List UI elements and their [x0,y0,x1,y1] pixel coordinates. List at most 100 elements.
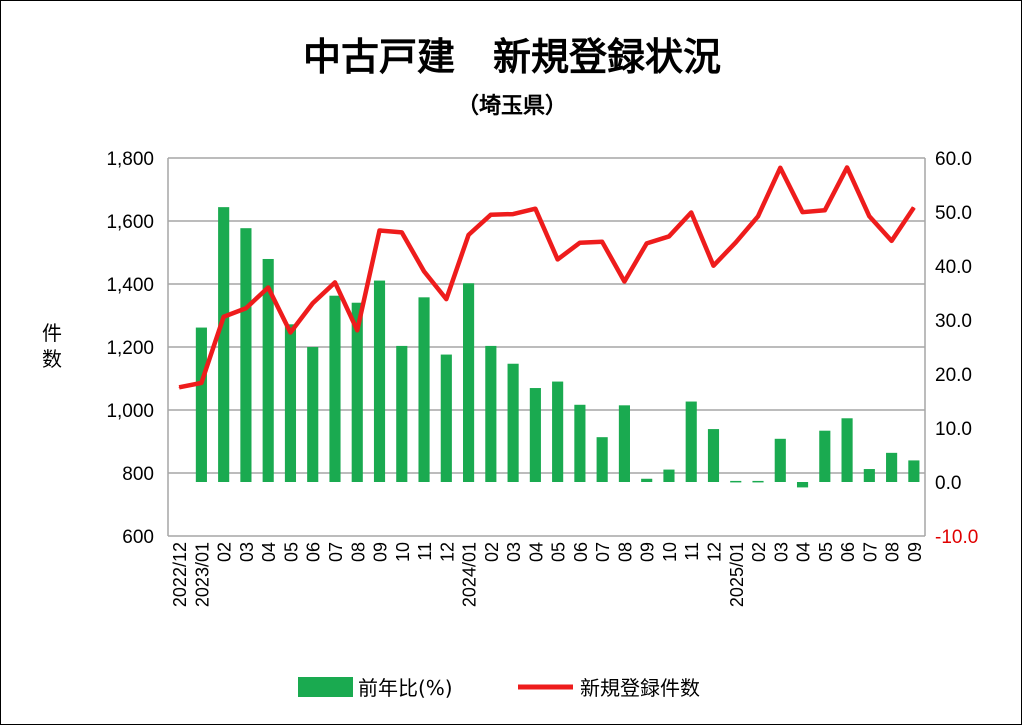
chart-title: 中古戸建 新規登録状況 [303,35,721,79]
bar [774,438,786,482]
legend: 前年比(%) 新規登録件数 [298,676,700,700]
line-point [423,270,425,272]
left-tick-label: 600 [122,527,154,548]
y-axis-label-char: 件 [42,321,62,345]
x-tick-label: 10 [660,542,680,562]
right-tick-label: 0.0 [935,473,961,494]
left-tick-label: 1,200 [106,338,154,359]
series-line [178,165,916,390]
line-point [245,307,247,309]
x-tick-label: 2025/01 [727,542,747,607]
line-point [334,281,336,283]
line-point [445,298,447,300]
line-point [267,286,269,288]
x-tick-label: 07 [593,542,613,562]
bar [796,482,809,488]
x-tick-label: 04 [526,542,546,562]
bar [351,302,363,482]
line-point [534,208,536,210]
right-tick-label: 30.0 [935,311,972,332]
x-tick-label: 11 [682,542,702,561]
left-tick-label: 1,400 [106,275,154,296]
x-tick-label: 03 [504,542,524,562]
bar [752,480,764,483]
line-point [601,241,603,243]
line-point [668,235,670,237]
line-point [200,382,202,384]
x-tick-label: 02 [482,542,502,562]
line-point [579,242,581,244]
x-tick-label: 10 [393,542,413,562]
bar [529,388,541,482]
bar [841,418,853,482]
x-tick-label: 05 [549,542,569,562]
x-tick-label: 06 [571,542,591,562]
x-tick-label: 07 [326,542,346,562]
line-point [646,242,648,244]
line-point [735,241,737,243]
line-point [846,166,848,168]
line-point [557,258,559,260]
plot-area: 600 800 1,000 1,200 1,400 1,600 1,800 -10.0 0.0 1… [42,149,978,607]
line-point [690,211,692,213]
bar [707,429,720,482]
line-point [312,302,314,304]
bar [685,401,697,482]
right-tick-label: 20.0 [935,365,972,386]
bar [195,327,207,482]
x-tick-label: 09 [638,542,658,562]
bar [396,345,408,482]
right-tick-label: 40.0 [935,257,972,278]
x-tick-label: 05 [281,542,301,562]
x-tick-label: 06 [304,542,324,562]
bar [373,280,386,482]
bar [574,404,586,482]
bar [507,363,519,482]
chart-subtitle: （埼玉県） [457,94,567,119]
line-point [891,240,893,242]
x-tick-label: 11 [415,542,435,561]
bar [463,283,475,482]
x-tick-label: 12 [704,542,724,562]
x-tick-label: 04 [259,542,279,562]
x-tick-label: 06 [838,542,858,562]
legend-bar-label: 前年比(%) [358,676,453,700]
line-point [512,213,514,215]
line-point [712,265,714,267]
bar [418,297,430,482]
x-tick-label: 08 [348,542,368,562]
x-tick-label: 2024/01 [460,542,480,607]
bar [886,452,898,482]
line-point [757,215,759,217]
line-point [623,280,625,282]
line-point [379,229,381,231]
right-tick-label: 50.0 [935,203,972,224]
x-tick-label: 08 [883,542,903,562]
left-tick-label: 800 [122,464,154,485]
bar [730,480,742,483]
bar [552,381,564,482]
x-tick-label: 03 [237,542,257,562]
bar [329,295,341,482]
x-tick-label: 04 [794,542,814,562]
x-tick-label: 05 [816,542,836,562]
y-axis-label-char: 数 [42,347,62,371]
line-point [223,316,225,318]
bar [440,354,452,482]
line-point [356,329,358,331]
line-point [779,167,781,169]
bar [663,469,675,482]
bar [240,228,252,482]
x-tick-label: 07 [860,542,880,562]
bar [218,207,230,482]
line-point [802,211,804,213]
bar [284,324,297,482]
line-point [490,214,492,216]
line-point [913,206,915,208]
line-point [468,234,470,236]
right-tick-label: 60.0 [935,149,972,170]
line-point [824,209,826,211]
bar [641,478,653,482]
